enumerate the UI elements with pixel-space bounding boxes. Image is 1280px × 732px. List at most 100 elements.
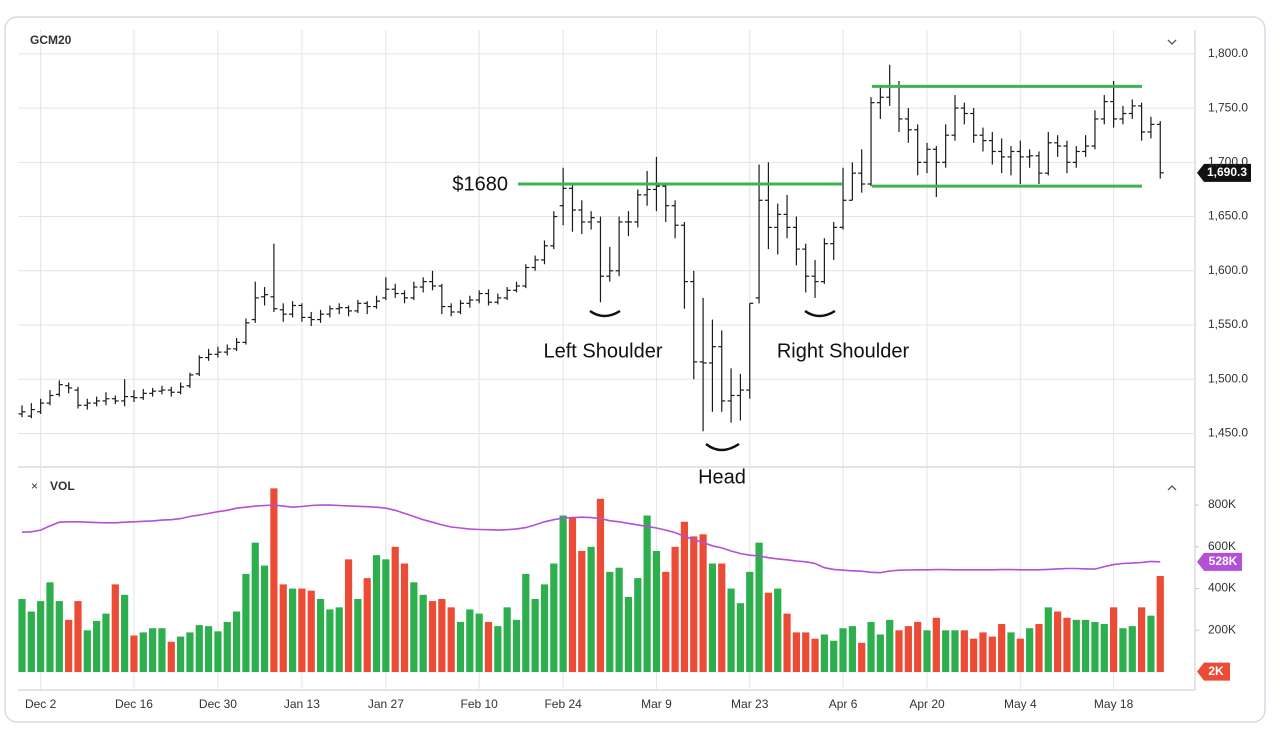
- volume-bar: [419, 594, 427, 673]
- volume-bar: [550, 563, 558, 673]
- y-tick-label: 1,750.0: [1208, 100, 1248, 114]
- volume-bar: [456, 621, 465, 673]
- volume-bar: [736, 603, 745, 673]
- volume-bar: [942, 630, 950, 673]
- volume-bar: [428, 601, 437, 673]
- volume-bar: [18, 598, 26, 673]
- volume-bar: [354, 598, 362, 673]
- volume-bar: [288, 588, 297, 673]
- y-tick-label: 600K: [1208, 539, 1236, 553]
- volume-bar: [102, 613, 110, 673]
- volume-bar: [988, 636, 996, 673]
- volume-bar: [149, 628, 157, 673]
- volume-tag-label: 2K: [1208, 664, 1224, 678]
- volume-bar: [1007, 632, 1015, 673]
- volume-bar: [186, 632, 194, 673]
- volume-bar: [382, 559, 390, 673]
- volume-bar: [111, 584, 119, 673]
- volume-bar: [680, 521, 689, 673]
- y-tick-label: 1,800.0: [1208, 46, 1248, 60]
- volume-bar: [167, 641, 175, 673]
- price-title: GCM20: [30, 33, 72, 47]
- volume-bar: [699, 534, 707, 673]
- volume-bar: [438, 598, 446, 673]
- volume-bar: [1138, 607, 1146, 673]
- volume-bar: [1119, 628, 1127, 673]
- volume-bar: [27, 611, 35, 673]
- volume-bar: [559, 515, 567, 673]
- volume-title: VOL: [50, 479, 75, 493]
- volume-bar: [662, 571, 670, 673]
- volume-bar: [624, 596, 633, 673]
- volume-bar: [307, 590, 315, 673]
- volume-bar: [904, 626, 912, 673]
- volume-bar: [1100, 624, 1108, 673]
- volume-bar: [522, 573, 530, 673]
- volume-bar: [932, 617, 940, 673]
- frame: [4, 16, 1266, 723]
- volume-bar: [46, 582, 54, 673]
- volume-bar: [998, 624, 1006, 673]
- volume-bar: [792, 632, 800, 673]
- right-shoulder-arc: [804, 309, 836, 318]
- volume-bar: [540, 584, 549, 673]
- volume-bar: [484, 621, 493, 673]
- volume-bar: [820, 634, 828, 673]
- collapse-icon[interactable]: [1167, 39, 1177, 45]
- x-tick-label: Feb 24: [544, 697, 582, 711]
- volume-bar: [1091, 621, 1099, 673]
- volume-bar: [232, 611, 241, 673]
- volume-bar: [671, 546, 679, 673]
- volume-bar: [475, 613, 483, 673]
- price-tag: [1197, 163, 1251, 182]
- volume-bar: [652, 550, 661, 673]
- volume-tag: [1197, 662, 1230, 681]
- volume-bar: [718, 563, 726, 673]
- y-tick-label: 1,500.0: [1208, 371, 1248, 385]
- x-tick-label: Dec 30: [199, 697, 237, 711]
- left-shoulder-arc: [589, 309, 621, 318]
- volume-bar: [298, 588, 306, 673]
- x-tick-label: Apr 20: [909, 697, 945, 711]
- x-tick-label: Feb 10: [460, 697, 498, 711]
- x-tick-label: Dec 16: [115, 697, 153, 711]
- volume-bar: [587, 546, 595, 673]
- volume-bar: [727, 588, 735, 673]
- volume-ma-line: [21, 504, 1161, 574]
- volume-bar: [886, 619, 894, 673]
- y-tick-label: 1,600.0: [1208, 263, 1248, 277]
- volume-bar: [970, 638, 978, 673]
- volume-bar: [830, 640, 838, 673]
- volume-bar: [858, 642, 866, 673]
- volume-bar: [83, 630, 91, 673]
- ma-tag-label: 528K: [1209, 554, 1238, 568]
- volume-bar: [578, 550, 586, 673]
- expand-icon[interactable]: [1167, 485, 1177, 491]
- volume-bar: [923, 630, 931, 673]
- volume-bar: [708, 563, 717, 673]
- ma-tag: [1197, 552, 1242, 571]
- annotation: $1680: [452, 173, 508, 195]
- x-tick-label: May 4: [1004, 697, 1037, 711]
- price-tag-label: 1,690.3: [1207, 165, 1247, 179]
- volume-bar: [531, 598, 539, 673]
- volume-bar: [242, 573, 250, 673]
- volume-bar: [774, 588, 782, 673]
- volume-bar: [93, 620, 101, 673]
- volume-bar: [848, 626, 856, 673]
- volume-bar: [960, 630, 968, 673]
- volume-bar: [316, 598, 325, 673]
- annotation: Head: [698, 466, 746, 488]
- close-icon[interactable]: ×: [31, 479, 38, 493]
- volume-bar: [634, 578, 642, 673]
- volume-bar: [1035, 624, 1043, 673]
- volume-bar: [1072, 619, 1080, 673]
- volume-bar: [270, 488, 278, 673]
- volume-bar: [568, 517, 577, 673]
- volume-bar: [1054, 611, 1062, 673]
- x-tick-label: Jan 27: [368, 697, 404, 711]
- volume-bar: [895, 630, 903, 673]
- volume-bar: [158, 628, 166, 673]
- head-arc: [705, 442, 740, 452]
